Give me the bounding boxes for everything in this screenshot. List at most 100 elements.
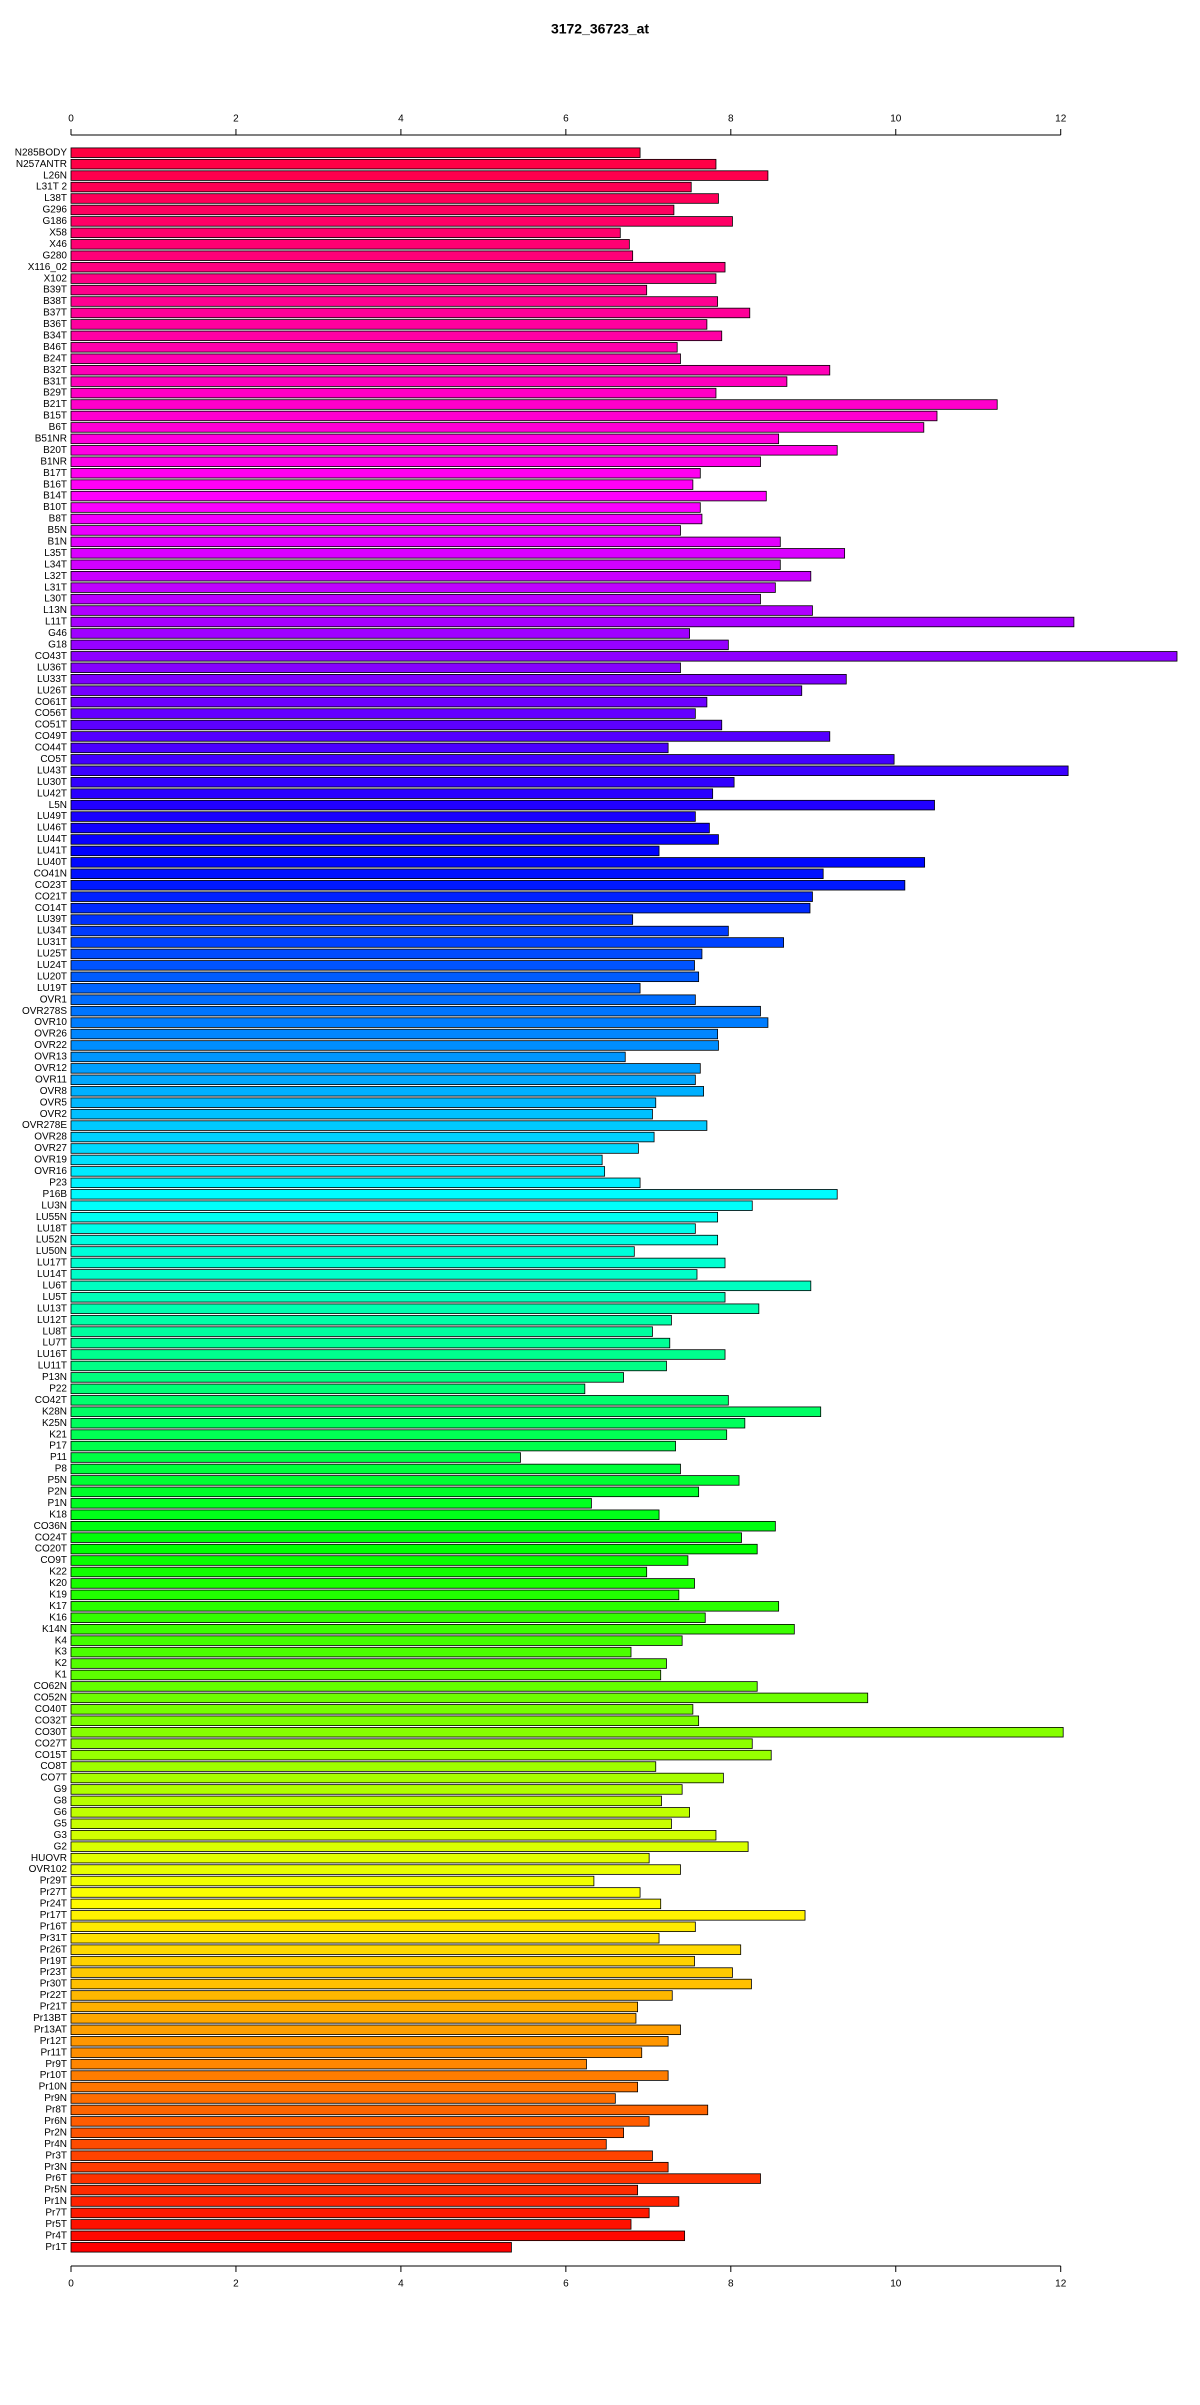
bar — [70, 1475, 740, 1486]
y-tick-label: LU46T — [37, 823, 67, 834]
y-tick-label: B10T — [43, 502, 67, 513]
y-tick-label: OVR278E — [22, 1120, 67, 1131]
bar — [70, 2001, 639, 2013]
y-tick-label: LU33T — [37, 674, 67, 685]
y-tick-label: LU39T — [37, 914, 67, 925]
bar — [70, 2013, 637, 2024]
y-tick-label: G8 — [54, 1796, 68, 1807]
y-tick-label: G9 — [54, 1784, 68, 1795]
bar — [70, 1017, 769, 1028]
y-tick-label: Pr30T — [40, 1979, 67, 1990]
bar — [70, 1681, 758, 1692]
bar — [70, 582, 776, 593]
bar — [70, 1177, 641, 1189]
bar — [70, 2150, 653, 2161]
y-tick-label: K1 — [55, 1670, 68, 1681]
y-tick-label: Pr3T — [45, 2150, 67, 2161]
y-tick-label: OVR1 — [40, 994, 68, 1005]
y-tick-label: LU3N — [41, 1200, 67, 1211]
y-tick-label: CO36N — [34, 1521, 67, 1532]
y-tick-label: P22 — [49, 1383, 67, 1394]
y-tick-label: CO30T — [35, 1727, 67, 1738]
bar — [70, 1910, 806, 1921]
bar — [70, 628, 690, 639]
bar — [70, 433, 780, 445]
bar — [70, 1990, 673, 2001]
bar — [70, 1612, 706, 1623]
y-tick-label: K25N — [42, 1418, 67, 1429]
bar — [70, 822, 710, 834]
x-tick-label: 8 — [728, 2279, 734, 2290]
y-tick-label: X102 — [44, 273, 68, 284]
bar — [70, 1818, 672, 1829]
y-tick-label: P2N — [48, 1487, 67, 1498]
y-tick-label: LU13T — [37, 1303, 67, 1314]
y-tick-label: CO44T — [35, 743, 67, 754]
x-tick-label: 10 — [890, 2279, 902, 2290]
y-tick-label: OVR13 — [34, 1052, 67, 1063]
bar — [70, 296, 719, 307]
bar — [70, 788, 714, 799]
y-tick-label: CO23T — [35, 880, 67, 891]
y-tick-label: LU17T — [37, 1258, 67, 1269]
y-tick-label: L13N — [43, 605, 67, 616]
y-tick-label: CO27T — [35, 1738, 67, 1749]
y-tick-label: CO41N — [34, 868, 67, 879]
bar — [70, 467, 701, 479]
bar — [70, 571, 812, 582]
bar — [70, 284, 648, 296]
bar — [70, 731, 831, 742]
y-tick-label: LU42T — [37, 788, 67, 799]
bar — [70, 708, 696, 719]
bar — [70, 696, 708, 708]
y-tick-label: B34T — [43, 330, 67, 341]
bar — [70, 685, 803, 696]
y-tick-label: B8T — [49, 514, 67, 525]
y-tick-label: Pr26T — [40, 1944, 67, 1955]
bar — [70, 513, 703, 525]
bar — [70, 1841, 749, 1852]
y-tick-label: LU50N — [36, 1246, 67, 1257]
y-tick-label: B24T — [43, 353, 67, 364]
y-tick-label: B38T — [43, 296, 67, 307]
bar — [70, 2139, 607, 2150]
bar — [70, 2081, 639, 2093]
y-tick-label: P23 — [49, 1177, 67, 1188]
y-tick-label: Pr29T — [40, 1876, 67, 1887]
y-tick-label: CO8T — [40, 1761, 67, 1772]
bar — [70, 2207, 650, 2219]
y-tick-label: LU7T — [43, 1338, 67, 1349]
x-tick-label: 12 — [1055, 114, 1067, 125]
y-tick-label: LU26T — [37, 685, 67, 696]
bar — [70, 1658, 667, 1669]
bar — [70, 261, 726, 273]
y-tick-label: OVR22 — [34, 1040, 67, 1051]
bar — [70, 639, 729, 651]
y-tick-label: LU12T — [37, 1315, 67, 1326]
bar — [70, 914, 634, 925]
bar — [70, 227, 621, 239]
bar — [70, 1372, 624, 1383]
bar — [70, 2093, 616, 2104]
bar — [70, 1727, 1064, 1738]
y-tick-label: K18 — [49, 1509, 67, 1520]
bar — [70, 1578, 695, 1589]
y-tick-label: LU25T — [37, 949, 67, 960]
y-tick-label: CO62N — [34, 1681, 67, 1692]
y-tick-label: L5N — [49, 800, 67, 811]
bar — [70, 1074, 696, 1086]
bar — [70, 193, 719, 204]
bar — [70, 925, 729, 937]
bar — [70, 1749, 772, 1761]
y-tick-label: G186 — [43, 216, 68, 227]
y-tick-label: Pr22T — [40, 1990, 67, 2001]
bar — [70, 1807, 690, 1818]
bar — [70, 2036, 669, 2047]
x-tick-label: 4 — [398, 2279, 404, 2290]
y-tick-label: OVR102 — [29, 1864, 68, 1875]
y-tick-label: B29T — [43, 388, 67, 399]
bar — [70, 1406, 822, 1417]
bar — [70, 960, 695, 971]
bar — [70, 410, 938, 422]
y-tick-label: LU24T — [37, 960, 67, 971]
